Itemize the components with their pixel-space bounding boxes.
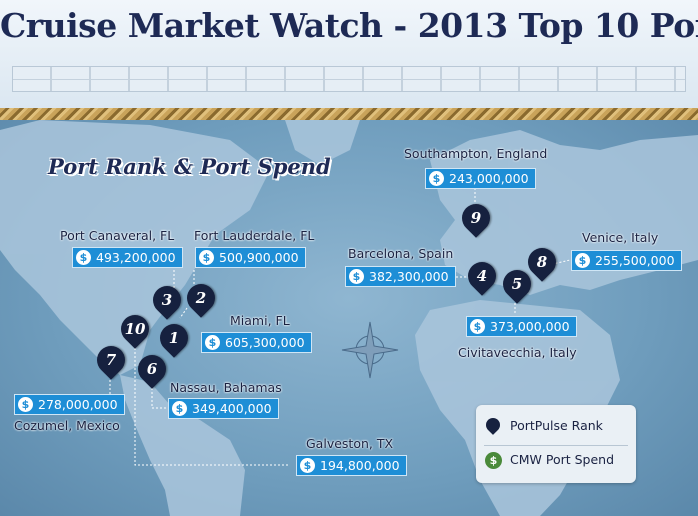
rank-number: 3	[161, 291, 173, 309]
page-title: Cruise Market Watch - 2013 Top 10 Ports	[0, 6, 698, 45]
spend-value: 278,000,000	[38, 397, 118, 412]
port-label-southampton: Southampton, England	[404, 146, 548, 161]
spend-box-cozumel: $ 278,000,000	[14, 394, 125, 415]
rank-pin-barcelona: 4	[462, 256, 502, 296]
map-pin-icon	[483, 415, 503, 435]
spend-box-venice: $ 255,500,000	[571, 250, 682, 271]
dollar-coin-icon: $	[470, 319, 485, 334]
rank-number: 5	[511, 275, 523, 293]
rank-pin-galveston: 10	[115, 309, 155, 349]
rank-pin-port-canaveral: 3	[147, 280, 187, 320]
spend-box-southampton: $ 243,000,000	[425, 168, 536, 189]
spend-value: 382,300,000	[369, 269, 449, 284]
spend-box-nassau: $ 349,400,000	[168, 398, 279, 419]
spend-value: 194,800,000	[320, 458, 400, 473]
rank-number: 4	[476, 267, 488, 285]
dollar-coin-icon: $	[429, 171, 444, 186]
port-label-cozumel: Cozumel, Mexico	[14, 418, 120, 433]
dollar-coin-icon: $	[575, 253, 590, 268]
spend-value: 349,400,000	[192, 401, 272, 416]
dollar-coin-icon: $	[300, 458, 315, 473]
legend-label: PortPulse Rank	[510, 418, 603, 433]
port-label-fort-lauderdale: Fort Lauderdale, FL	[194, 228, 315, 243]
dollar-coin-icon: $	[485, 452, 502, 469]
dollar-coin-icon: $	[205, 335, 220, 350]
rope-divider	[0, 108, 698, 120]
rank-number: 1	[168, 329, 180, 347]
spend-box-civitavecchia: $ 373,000,000	[466, 316, 577, 337]
port-label-port-canaveral: Port Canaveral, FL	[60, 228, 175, 243]
spend-value: 373,000,000	[490, 319, 570, 334]
rank-pin-miami: 1	[154, 318, 194, 358]
spend-value: 605,300,000	[225, 335, 305, 350]
rank-number: 8	[536, 253, 548, 271]
spend-box-fort-lauderdale: $ 500,900,000	[195, 247, 306, 268]
dollar-coin-icon: $	[199, 250, 214, 265]
port-label-nassau: Nassau, Bahamas	[170, 380, 282, 395]
compass-rose-icon	[341, 321, 399, 379]
legend-divider	[484, 445, 628, 446]
dollar-coin-icon: $	[18, 397, 33, 412]
spend-box-barcelona: $ 382,300,000	[345, 266, 456, 287]
port-label-galveston: Galveston, TX	[306, 436, 394, 451]
spend-box-galveston: $ 194,800,000	[296, 455, 407, 476]
port-label-civitavecchia: Civitavecchia, Italy	[458, 345, 577, 360]
port-label-barcelona: Barcelona, Spain	[348, 246, 454, 261]
rank-pin-southampton: 9	[456, 198, 496, 238]
spend-value: 255,500,000	[595, 253, 675, 268]
section-title: Port Rank & Port Spend	[48, 154, 331, 179]
port-label-miami: Miami, FL	[230, 313, 290, 328]
rank-number: 2	[195, 289, 207, 307]
rank-pin-venice: 8	[522, 242, 562, 282]
rank-number: 10	[124, 320, 146, 338]
spend-box-miami: $ 605,300,000	[201, 332, 312, 353]
rank-pin-fort-lauderdale: 2	[181, 278, 221, 318]
port-label-venice: Venice, Italy	[582, 230, 659, 245]
dollar-coin-icon: $	[172, 401, 187, 416]
spend-value: 500,900,000	[219, 250, 299, 265]
spend-box-port-canaveral: $ 493,200,000	[72, 247, 183, 268]
dollar-coin-icon: $	[349, 269, 364, 284]
header-banner: Cruise Market Watch - 2013 Top 10 Ports	[0, 0, 698, 108]
spend-value: 243,000,000	[449, 171, 529, 186]
rank-number: 9	[470, 209, 482, 227]
dollar-coin-icon: $	[76, 250, 91, 265]
rank-pin-nassau: 6	[132, 349, 172, 389]
legend-label: CMW Port Spend	[510, 452, 615, 467]
rank-pin-cozumel: 7	[91, 340, 131, 380]
rank-number: 6	[146, 360, 158, 378]
decorative-filmstrip	[12, 66, 686, 92]
rank-number: 7	[105, 351, 117, 369]
spend-value: 493,200,000	[96, 250, 176, 265]
map-legend: PortPulse Rank $ CMW Port Spend	[476, 405, 636, 483]
